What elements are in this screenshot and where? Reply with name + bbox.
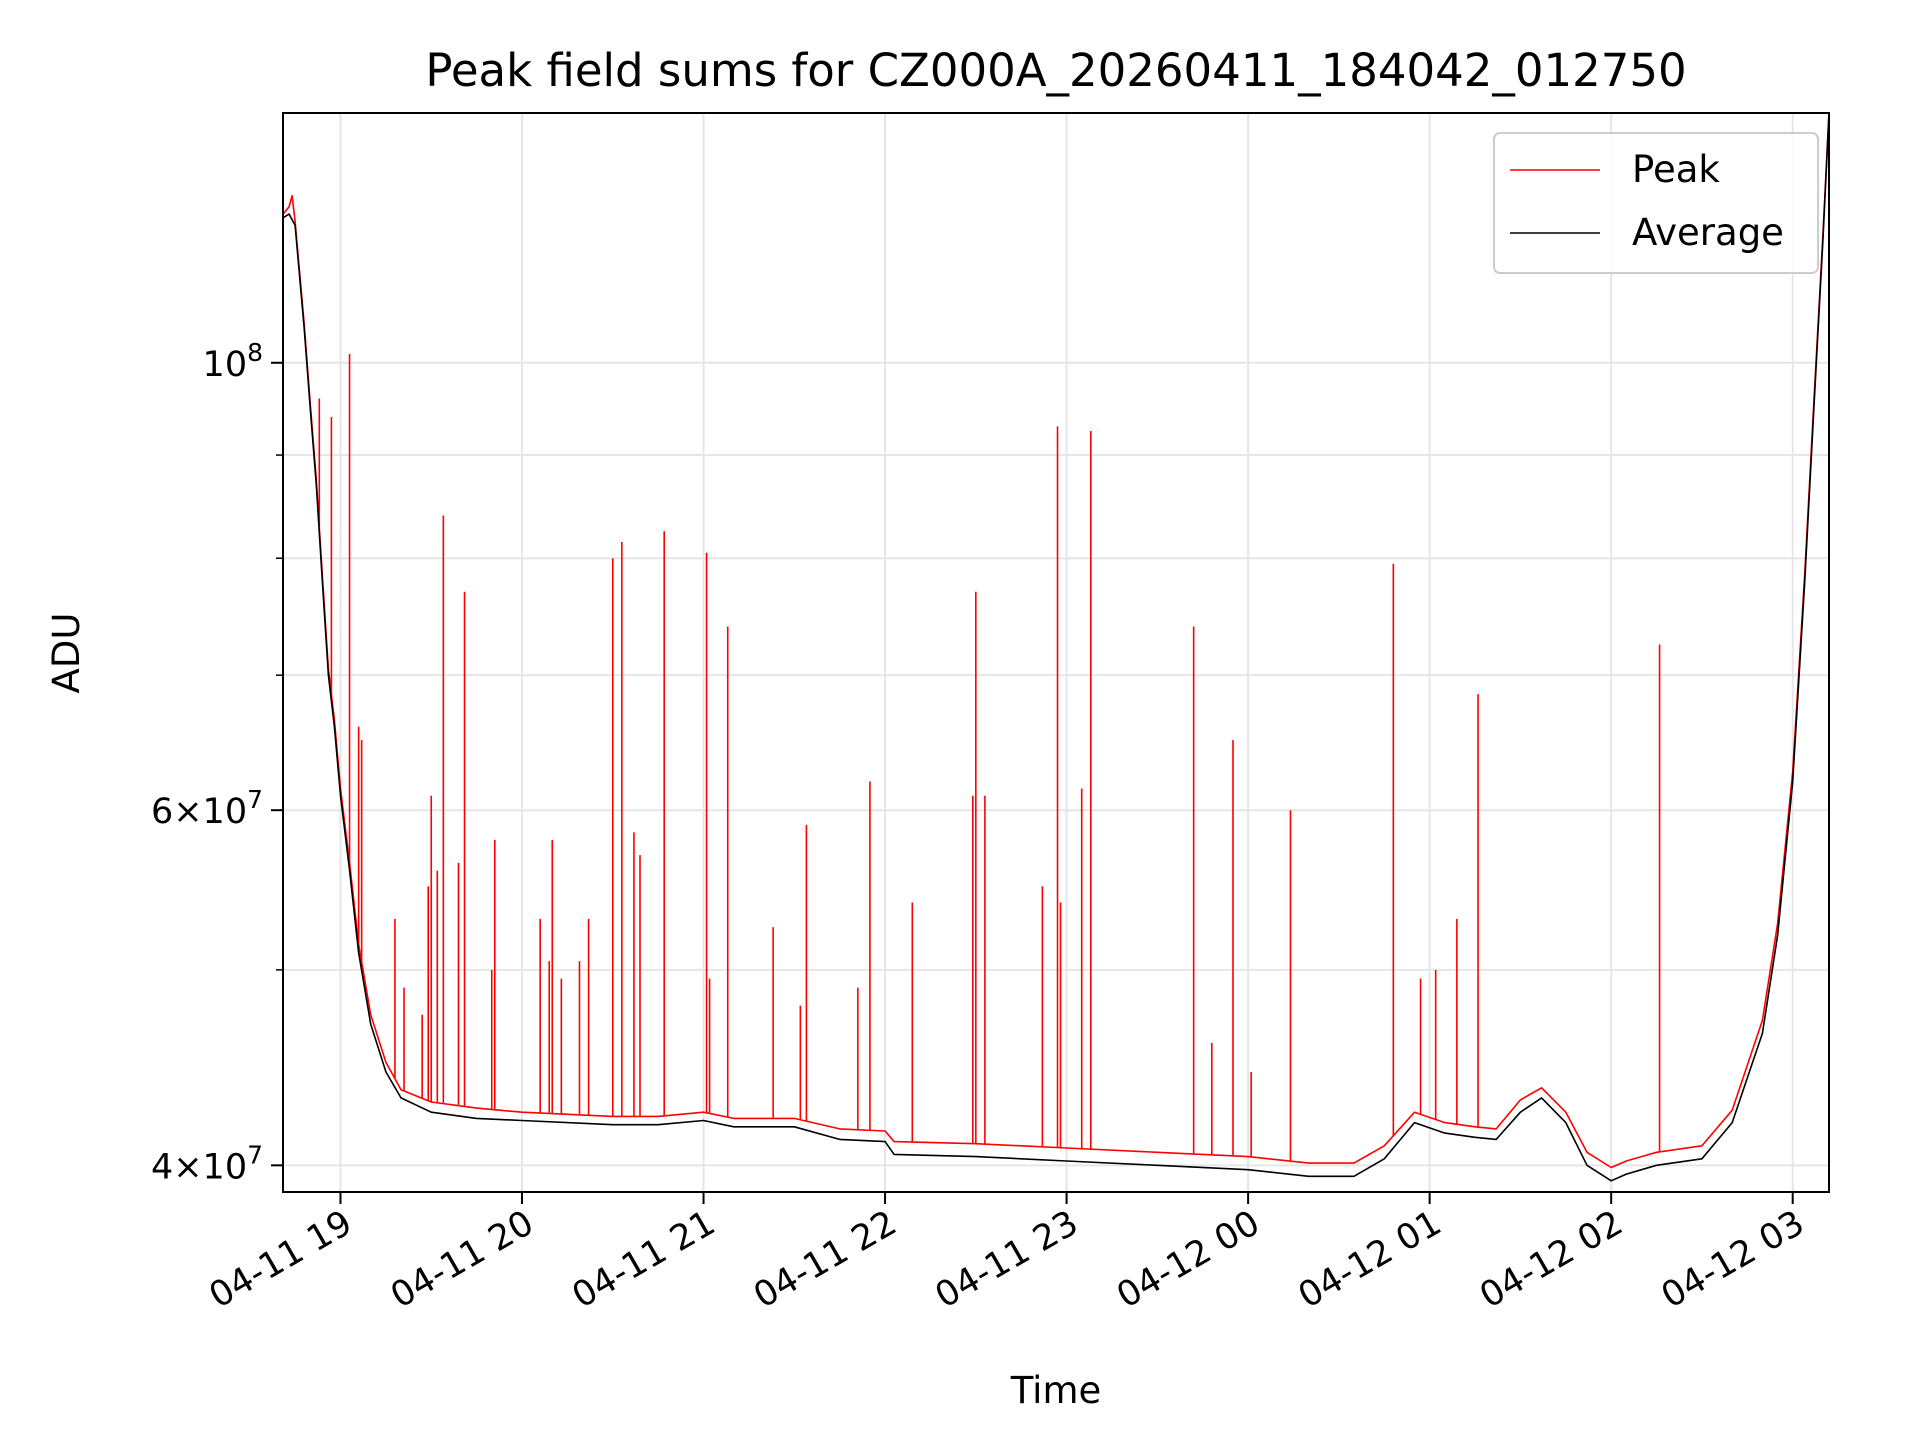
average-series-line	[283, 113, 1829, 1182]
grid-lines	[283, 113, 1829, 1192]
plot-area	[283, 113, 1829, 1182]
plot-frame	[282, 112, 1830, 1193]
y-tick-label: 6×107	[151, 785, 263, 832]
legend: Peak Average	[1493, 132, 1819, 274]
y-axis: 4×107 6×107 108	[151, 338, 283, 1187]
legend-label-peak: Peak	[1632, 148, 1720, 191]
y-tick-label: 4×107	[151, 1140, 263, 1187]
legend-box	[1493, 132, 1819, 274]
legend-label-average: Average	[1632, 211, 1784, 254]
y-tick-label: 108	[203, 338, 263, 385]
y-axis-label: ADU	[45, 613, 88, 694]
x-axis-label: Time	[1010, 1369, 1102, 1412]
chart-title: Peak field sums for CZ000A_20260411_1840…	[425, 44, 1686, 97]
